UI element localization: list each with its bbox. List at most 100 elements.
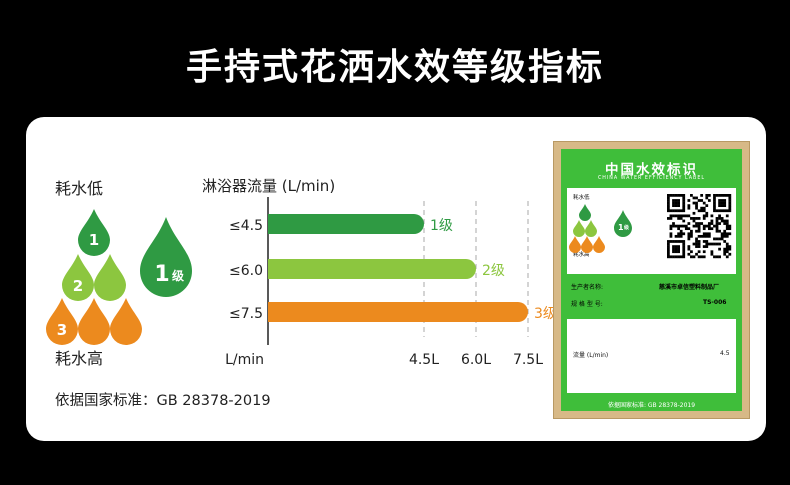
qr-module [697,250,701,254]
qr-module [697,227,701,231]
qr-module [700,255,704,259]
qr-module [715,222,719,225]
qr-module [692,217,696,220]
qr-module [728,206,732,210]
qr-module [667,201,670,205]
qr-module [705,245,709,248]
label-footer: 依据国家标准: GB 28378-2019 [607,402,696,409]
qr-module [720,234,724,238]
qr-module [687,234,691,238]
qr-module [718,229,721,233]
qr-module [715,255,719,259]
qr-module [667,196,670,200]
qr-module [667,250,670,254]
qr-module [682,245,686,248]
qr-module [700,199,704,202]
qr-module [723,219,727,223]
qr-module [713,194,716,197]
qr-module [705,242,709,246]
flow-bar-chart: ≤4.5 1级 ≤6.0 2级 ≤7.5 3级 L/min 4.5L 6.0L 7.5L [225,197,557,368]
label-drop3c-icon [593,236,605,253]
grade2-drop-text: 2 [73,277,83,295]
qr-module [667,240,670,243]
label-big-drop-grade: 1 [618,223,624,232]
qr-module [710,214,714,218]
qr-module [682,209,686,213]
qr-module [702,250,706,254]
qr-module [725,242,729,246]
qr-module [672,199,675,202]
qr-module [725,247,729,251]
qr-module [690,234,693,238]
qr-module [720,232,724,236]
qr-module [713,196,716,200]
qr-module [674,201,678,205]
qr-module [677,217,680,220]
qr-module [695,204,698,207]
qr-module [667,242,670,246]
qr-module [695,237,698,241]
qr-module [705,204,709,207]
qr-module [720,237,724,241]
qr-module [718,255,721,259]
qr-module [725,255,729,259]
qr-module [715,229,719,233]
qr-module [667,245,670,248]
label-drop3b-icon [581,236,593,253]
qr-module [705,194,709,197]
qr-module [674,209,678,213]
qr-module [707,227,711,231]
qr-module [728,224,732,228]
qr-module [695,242,698,246]
qr-module [705,224,709,228]
qr-module [713,242,716,246]
qr-module [672,224,675,228]
qr-module [682,242,686,246]
qr-module [669,232,673,236]
label-drop2b-icon [585,220,597,237]
qr-module [705,234,709,238]
qr-module [718,201,721,205]
qr-module [687,206,691,210]
x-axis-label: L/min [225,352,264,368]
qr-module [690,255,693,259]
qr-module [682,252,686,256]
qr-module [690,217,693,220]
qr-module [728,247,732,251]
qr-module [684,224,688,228]
qr-module [695,229,698,233]
qr-module [728,204,732,207]
qr-module [705,214,709,218]
grade2-drop-icon: 2 [62,254,94,301]
qr-module [674,204,678,207]
qr-module [718,214,721,218]
qr-module [667,247,670,251]
x-tick-label-0: 4.5L [409,352,439,368]
qr-module [715,242,719,246]
qr-module [725,245,729,248]
qr-module [682,199,686,202]
category-label-2: ≤6.0 [229,263,263,279]
qr-module [702,201,706,205]
qr-module [677,232,680,236]
qr-module [697,209,701,213]
label-drop3-icon [569,236,581,253]
flow-label: 流量 (L/min) [573,352,609,359]
qr-module [687,237,691,241]
qr-module [684,214,688,218]
qr-module [723,194,727,197]
qr-module [679,229,683,233]
chart-title: 淋浴器流量 (L/min) [202,177,336,195]
qr-module [697,240,701,243]
qr-module [707,234,711,238]
qr-module [707,199,711,202]
qr-module [692,211,696,215]
qr-module [687,222,691,225]
qr-module [674,240,678,243]
qr-module [687,252,691,256]
qr-module [667,209,670,213]
qr-module [667,199,670,202]
grade2-plain-drop-icon [94,254,126,301]
qr-module [695,217,698,220]
bar-label-1: 1级 [430,218,453,234]
